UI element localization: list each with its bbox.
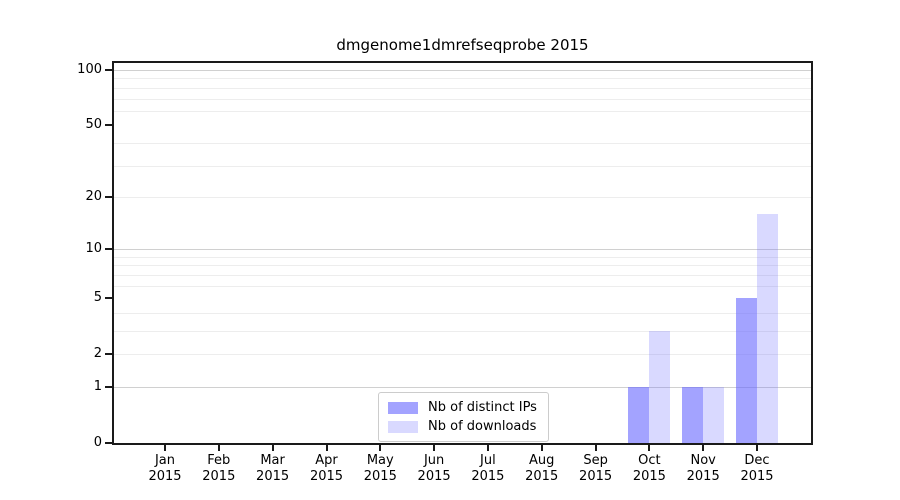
x-axis-tick [648,443,651,451]
y-tick-label: 1 [93,379,102,394]
legend: Nb of distinct IPs Nb of downloads [378,392,549,442]
legend-item: Nb of downloads [388,417,537,436]
x-tick-label: Nov 2015 [675,453,731,485]
x-tick-label-year: 2015 [525,469,559,484]
y-major-gridline [114,387,811,388]
y-minor-gridline [114,312,811,314]
y-minor-gridline [114,78,811,80]
x-tick-label-year: 2015 [686,469,720,484]
x-tick-label-year: 2015 [202,469,236,484]
x-tick-label-year: 2015 [309,469,344,484]
y-axis-tick [105,124,112,127]
bar-downloads [757,214,778,443]
y-minor-gridline [114,354,811,356]
bar-distinct-ips [736,298,757,443]
y-axis-tick [105,248,112,251]
x-tick-label: Oct 2015 [621,453,677,485]
x-tick-label-month: Aug [528,453,555,468]
x-tick-label-year: 2015 [632,469,666,484]
x-tick-label: Aug 2015 [514,453,570,485]
x-tick-label-year: 2015 [740,469,774,484]
y-tick-label: 100 [77,62,102,77]
x-axis-tick [325,443,328,451]
y-minor-gridline [114,256,811,258]
x-axis-tick [756,443,758,451]
x-tick-label-month: Mar [260,453,285,468]
x-tick-label: Jan 2015 [137,453,193,485]
plot-area: 0 1 2 5 10 20 50 100 Jan 2015 Feb 2015 Mar 2015 Apr 201… [77,61,813,484]
x-axis-tick [164,443,166,451]
plot-inner: 0 1 2 5 10 20 50 100 Jan 2015 Feb 2015 Mar 2015 Apr 201… [77,62,811,484]
bar-downloads [703,387,725,443]
y-tick-label: 0 [93,435,102,450]
bar-distinct-ips [682,387,704,443]
x-axis-tick [271,443,274,451]
x-tick-label-month: Jul [480,453,496,468]
x-tick-label: Jul 2015 [460,453,516,485]
x-tick-label-month: Jan [154,453,176,468]
y-major-gridline [114,70,811,71]
y-axis-tick [105,69,112,71]
y-axis-tick [105,442,112,444]
legend-item: Nb of distinct IPs [388,398,537,417]
x-tick-label-month: Feb [207,453,231,468]
x-axis-tick [702,443,705,451]
x-tick-label-month: Dec [744,453,770,468]
legend-swatch-icon [388,401,418,414]
x-tick-label-month: Sep [583,453,608,468]
y-axis-tick [105,297,112,300]
x-tick-label: Jun 2015 [406,453,462,485]
y-major-gridline [114,249,811,251]
x-tick-label: Apr 2015 [299,453,355,485]
x-tick-label: Mar 2015 [245,453,301,485]
y-minor-gridline [114,142,811,144]
y-minor-gridline [114,265,811,267]
x-tick-label-year: 2015 [148,469,182,484]
x-tick-label-month: Jun [423,453,445,468]
y-minor-gridline [114,165,811,167]
y-minor-gridline [114,98,811,100]
bar-distinct-ips [628,387,650,443]
y-minor-gridline [114,87,811,89]
x-axis-tick [486,443,489,451]
x-tick-label-month: May [366,453,394,468]
y-minor-gridline [114,331,811,332]
x-tick-label-year: 2015 [256,469,290,484]
legend-label: Nb of downloads [428,419,537,434]
x-tick-label-month: Nov [690,453,716,468]
x-tick-label: Sep 2015 [568,453,624,485]
x-axis-tick [217,443,220,451]
y-tick-label: 5 [93,290,102,306]
legend-label: Nb of distinct IPs [428,400,537,415]
y-tick-label: 2 [93,346,102,362]
x-tick-label-year: 2015 [471,469,505,484]
y-tick-label: 20 [85,188,102,204]
x-tick-label-month: Oct [638,453,661,468]
x-axis-tick [379,443,382,451]
y-minor-gridline [114,285,811,287]
x-tick-label-year: 2015 [363,469,397,484]
y-minor-gridline [114,274,811,276]
x-tick-label: Feb 2015 [191,453,247,485]
x-axis-tick [433,443,436,451]
x-axis-tick [540,443,543,451]
x-tick-label-year: 2015 [579,469,613,484]
x-axis-tick [594,443,597,451]
y-axis-tick [105,386,112,388]
bar-downloads [649,331,671,443]
y-axis-tick [105,195,112,198]
y-minor-gridline [114,110,811,112]
y-tick-label: 50 [85,117,102,133]
x-tick-label-month: Apr [315,453,338,468]
y-axis-tick [105,353,112,356]
legend-swatch-icon [388,420,418,433]
chart-title: dmgenome1dmrefseqprobe 2015 [336,36,589,54]
x-tick-label: Dec 2015 [729,453,785,485]
x-tick-label-year: 2015 [417,469,451,484]
y-tick-label: 10 [85,241,102,257]
y-minor-gridline [114,196,811,198]
x-tick-label: May 2015 [352,453,408,485]
